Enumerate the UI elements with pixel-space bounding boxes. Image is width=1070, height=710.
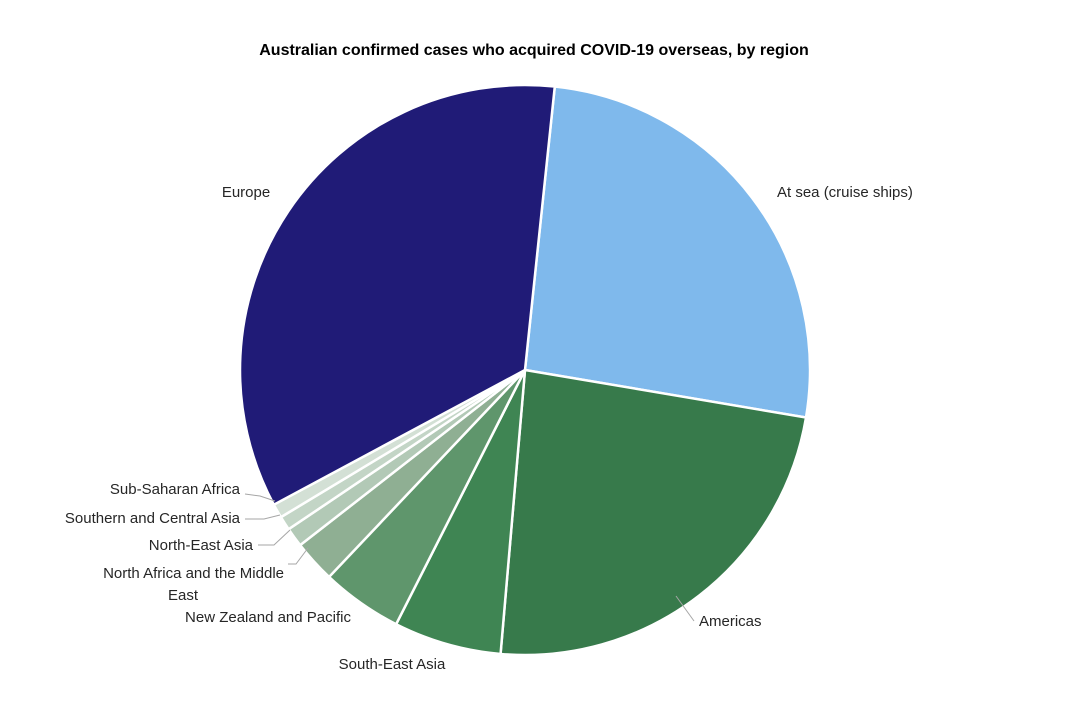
- slice-label-north-africa-and-the-middle-east: North Africa and the Middle East: [103, 565, 284, 604]
- slice-labels: At sea (cruise ships) Americas South-East …: [65, 184, 913, 673]
- leader-line-north-east-asia: [258, 529, 291, 546]
- slice-label-americas: Americas: [699, 613, 762, 630]
- pie-slices: [238, 83, 812, 657]
- pie-slice-americas: [499, 368, 808, 657]
- slice-label-new-zealand-and-pacific: New Zealand and Pacific: [185, 609, 351, 626]
- slice-label-north-east-asia: North-East Asia: [149, 537, 254, 554]
- leader-line-southern-and-central-asia: [245, 514, 281, 520]
- slice-label-south-east-asia: South-East Asia: [339, 656, 446, 673]
- leader-lines: [244, 493, 695, 622]
- slice-label-at-sea-cruise-ships: At sea (cruise ships): [777, 184, 913, 201]
- pie-slice-at-sea-cruise-ships: [523, 85, 812, 419]
- chart-title: Australian confirmed cases who acquired …: [259, 42, 809, 59]
- slice-label-europe: Europe: [222, 184, 270, 201]
- leader-line-sub-saharan-africa: [244, 493, 276, 502]
- slice-label-sub-saharan-africa: Sub-Saharan Africa: [110, 481, 241, 498]
- slice-label-southern-and-central-asia: Southern and Central Asia: [65, 510, 241, 527]
- pie-slice-europe: [238, 83, 557, 507]
- leader-line-americas: [675, 595, 695, 622]
- leader-line-north-africa-and-the-middle-east: [288, 547, 309, 565]
